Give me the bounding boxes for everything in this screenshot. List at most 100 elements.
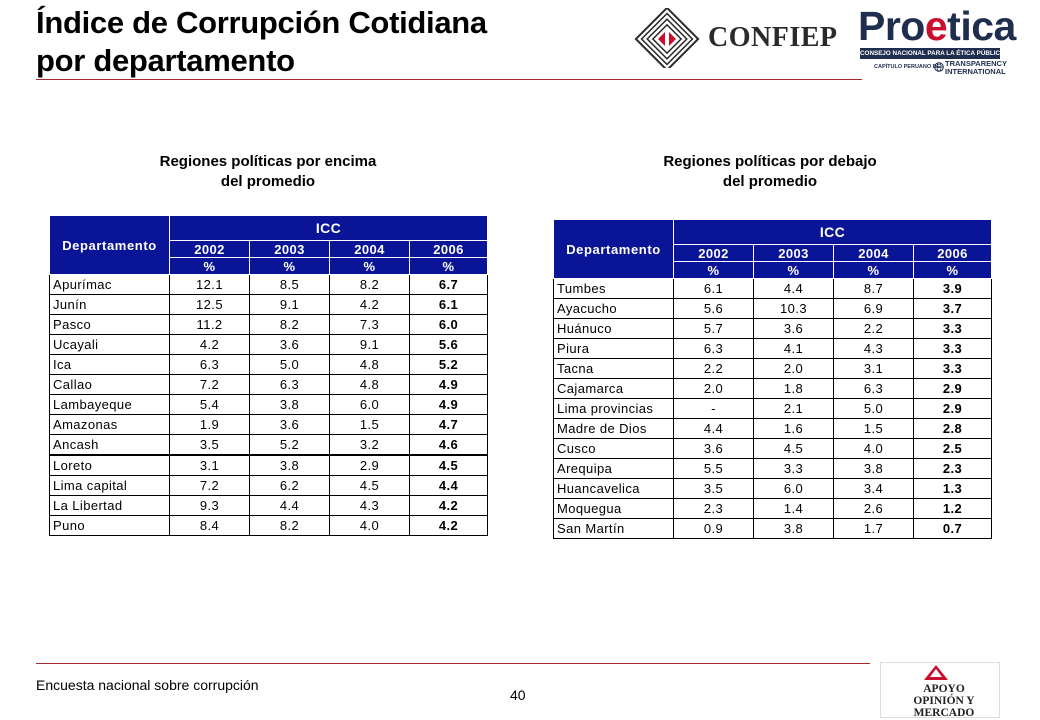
icc-value: 1.5 — [833, 418, 914, 439]
table-row: Arequipa 5.5 3.3 3.8 2.3 — [553, 458, 992, 479]
icc-value-2006: 0.7 — [913, 518, 992, 539]
icc-value: 4.2 — [169, 334, 250, 355]
icc-value: 6.3 — [169, 354, 250, 375]
department-name: Callao — [49, 374, 170, 395]
column-header-percent: % — [409, 257, 488, 275]
icc-value: 4.8 — [329, 354, 410, 375]
icc-value: 7.3 — [329, 314, 410, 335]
table-row: Pasco 11.2 8.2 7.3 6.0 — [49, 314, 488, 335]
table-row: Madre de Dios 4.4 1.6 1.5 2.8 — [553, 418, 992, 439]
table-row: Junín 12.5 9.1 4.2 6.1 — [49, 294, 488, 315]
title-divider — [36, 79, 862, 80]
icc-value: 8.2 — [249, 314, 330, 335]
icc-value-2006: 1.2 — [913, 498, 992, 519]
icc-value: 1.5 — [329, 414, 410, 435]
column-header-year: 2002 — [673, 244, 754, 262]
icc-value: 3.6 — [673, 438, 754, 459]
icc-value: 7.2 — [169, 374, 250, 395]
table-row: Puno 8.4 8.2 4.0 4.2 — [49, 515, 488, 536]
icc-value-2006: 5.2 — [409, 354, 488, 375]
table-row: Ucayali 4.2 3.6 9.1 5.6 — [49, 334, 488, 355]
icc-value-2006: 4.4 — [409, 475, 488, 496]
department-name: Tumbes — [553, 278, 674, 299]
table-row: Tumbes 6.1 4.4 8.7 3.9 — [553, 278, 992, 299]
icc-table-above-average: Departamento ICC 2002 2003 2004 2006 % %… — [49, 215, 488, 536]
icc-value: 1.6 — [753, 418, 834, 439]
icc-value: 2.6 — [833, 498, 914, 519]
icc-value: 8.7 — [833, 278, 914, 299]
icc-value: 3.8 — [753, 518, 834, 539]
confiep-emblem-icon — [634, 8, 700, 68]
department-name: La Libertad — [49, 495, 170, 516]
table-row: Huánuco 5.7 3.6 2.2 3.3 — [553, 318, 992, 339]
icc-value: 2.1 — [753, 398, 834, 419]
table-row: Ica 6.3 5.0 4.8 5.2 — [49, 354, 488, 375]
icc-value: 4.3 — [833, 338, 914, 359]
department-name: Puno — [49, 515, 170, 536]
department-name: Arequipa — [553, 458, 674, 479]
column-header-year: 2002 — [169, 240, 250, 258]
table-row: San Martín 0.9 3.8 1.7 0.7 — [553, 518, 992, 539]
icc-value: 1.4 — [753, 498, 834, 519]
icc-value-2006: 2.3 — [913, 458, 992, 479]
icc-value: 3.8 — [249, 394, 330, 415]
proetica-wordmark: Proetica — [858, 3, 1016, 49]
icc-value: 5.4 — [169, 394, 250, 415]
icc-value: 6.3 — [249, 374, 330, 395]
department-name: Loreto — [49, 454, 170, 476]
department-name: Lima capital — [49, 475, 170, 496]
department-name: Ancash — [49, 434, 170, 456]
confiep-wordmark: CONFIEP — [708, 22, 838, 53]
icc-value: 3.1 — [833, 358, 914, 379]
icc-value-2006: 4.5 — [409, 454, 488, 476]
column-header-percent: % — [833, 261, 914, 279]
department-name: Amazonas — [49, 414, 170, 435]
apoyo-logo: APOYO OPINIÓN Y MERCADO — [880, 662, 1000, 719]
column-header-percent: % — [753, 261, 834, 279]
icc-value-2006: 4.9 — [409, 374, 488, 395]
column-header-year: 2004 — [833, 244, 914, 262]
icc-value: 3.3 — [753, 458, 834, 479]
department-name: Huancavelica — [553, 478, 674, 499]
icc-value-2006: 4.7 — [409, 414, 488, 435]
page-number: 40 — [510, 687, 526, 703]
icc-value: 5.7 — [673, 318, 754, 339]
icc-value: 2.0 — [753, 358, 834, 379]
icc-value: 3.2 — [329, 434, 410, 456]
table-row: Lambayeque 5.4 3.8 6.0 4.9 — [49, 394, 488, 415]
icc-value: 4.5 — [329, 475, 410, 496]
icc-value-2006: 3.3 — [913, 358, 992, 379]
icc-value: 1.7 — [833, 518, 914, 539]
icc-value-2006: 6.1 — [409, 294, 488, 315]
table-row: Ayacucho 5.6 10.3 6.9 3.7 — [553, 298, 992, 319]
column-header-year: 2003 — [753, 244, 834, 262]
department-name: Madre de Dios — [553, 418, 674, 439]
table-row: Tacna 2.2 2.0 3.1 3.3 — [553, 358, 992, 379]
icc-value: 9.1 — [329, 334, 410, 355]
icc-value: 6.9 — [833, 298, 914, 319]
column-header-percent: % — [673, 261, 754, 279]
icc-value: - — [673, 398, 754, 419]
icc-value: 3.6 — [249, 414, 330, 435]
icc-value: 6.0 — [329, 394, 410, 415]
department-name: Lambayeque — [49, 394, 170, 415]
department-name: Lima provincias — [553, 398, 674, 419]
table-row: Lima capital 7.2 6.2 4.5 4.4 — [49, 475, 488, 496]
icc-value-2006: 6.7 — [409, 274, 488, 295]
icc-value: 6.2 — [249, 475, 330, 496]
icc-value-2006: 2.9 — [913, 378, 992, 399]
icc-value: 7.2 — [169, 475, 250, 496]
table-row: Apurímac 12.1 8.5 8.2 6.7 — [49, 274, 488, 295]
icc-value: 2.2 — [673, 358, 754, 379]
proetica-logo: Proetica CONSEJO NACIONAL PARA LA ÉTICA … — [858, 2, 1016, 88]
icc-value-2006: 6.0 — [409, 314, 488, 335]
icc-value: 8.4 — [169, 515, 250, 536]
department-name: Cusco — [553, 438, 674, 459]
icc-value: 2.2 — [833, 318, 914, 339]
table-row: Loreto 3.1 3.8 2.9 4.5 — [49, 454, 488, 476]
page-title-line-2: por departamento — [36, 43, 295, 78]
table-row: Cajamarca 2.0 1.8 6.3 2.9 — [553, 378, 992, 399]
icc-value: 4.4 — [753, 278, 834, 299]
department-name: San Martín — [553, 518, 674, 539]
icc-value: 5.6 — [673, 298, 754, 319]
